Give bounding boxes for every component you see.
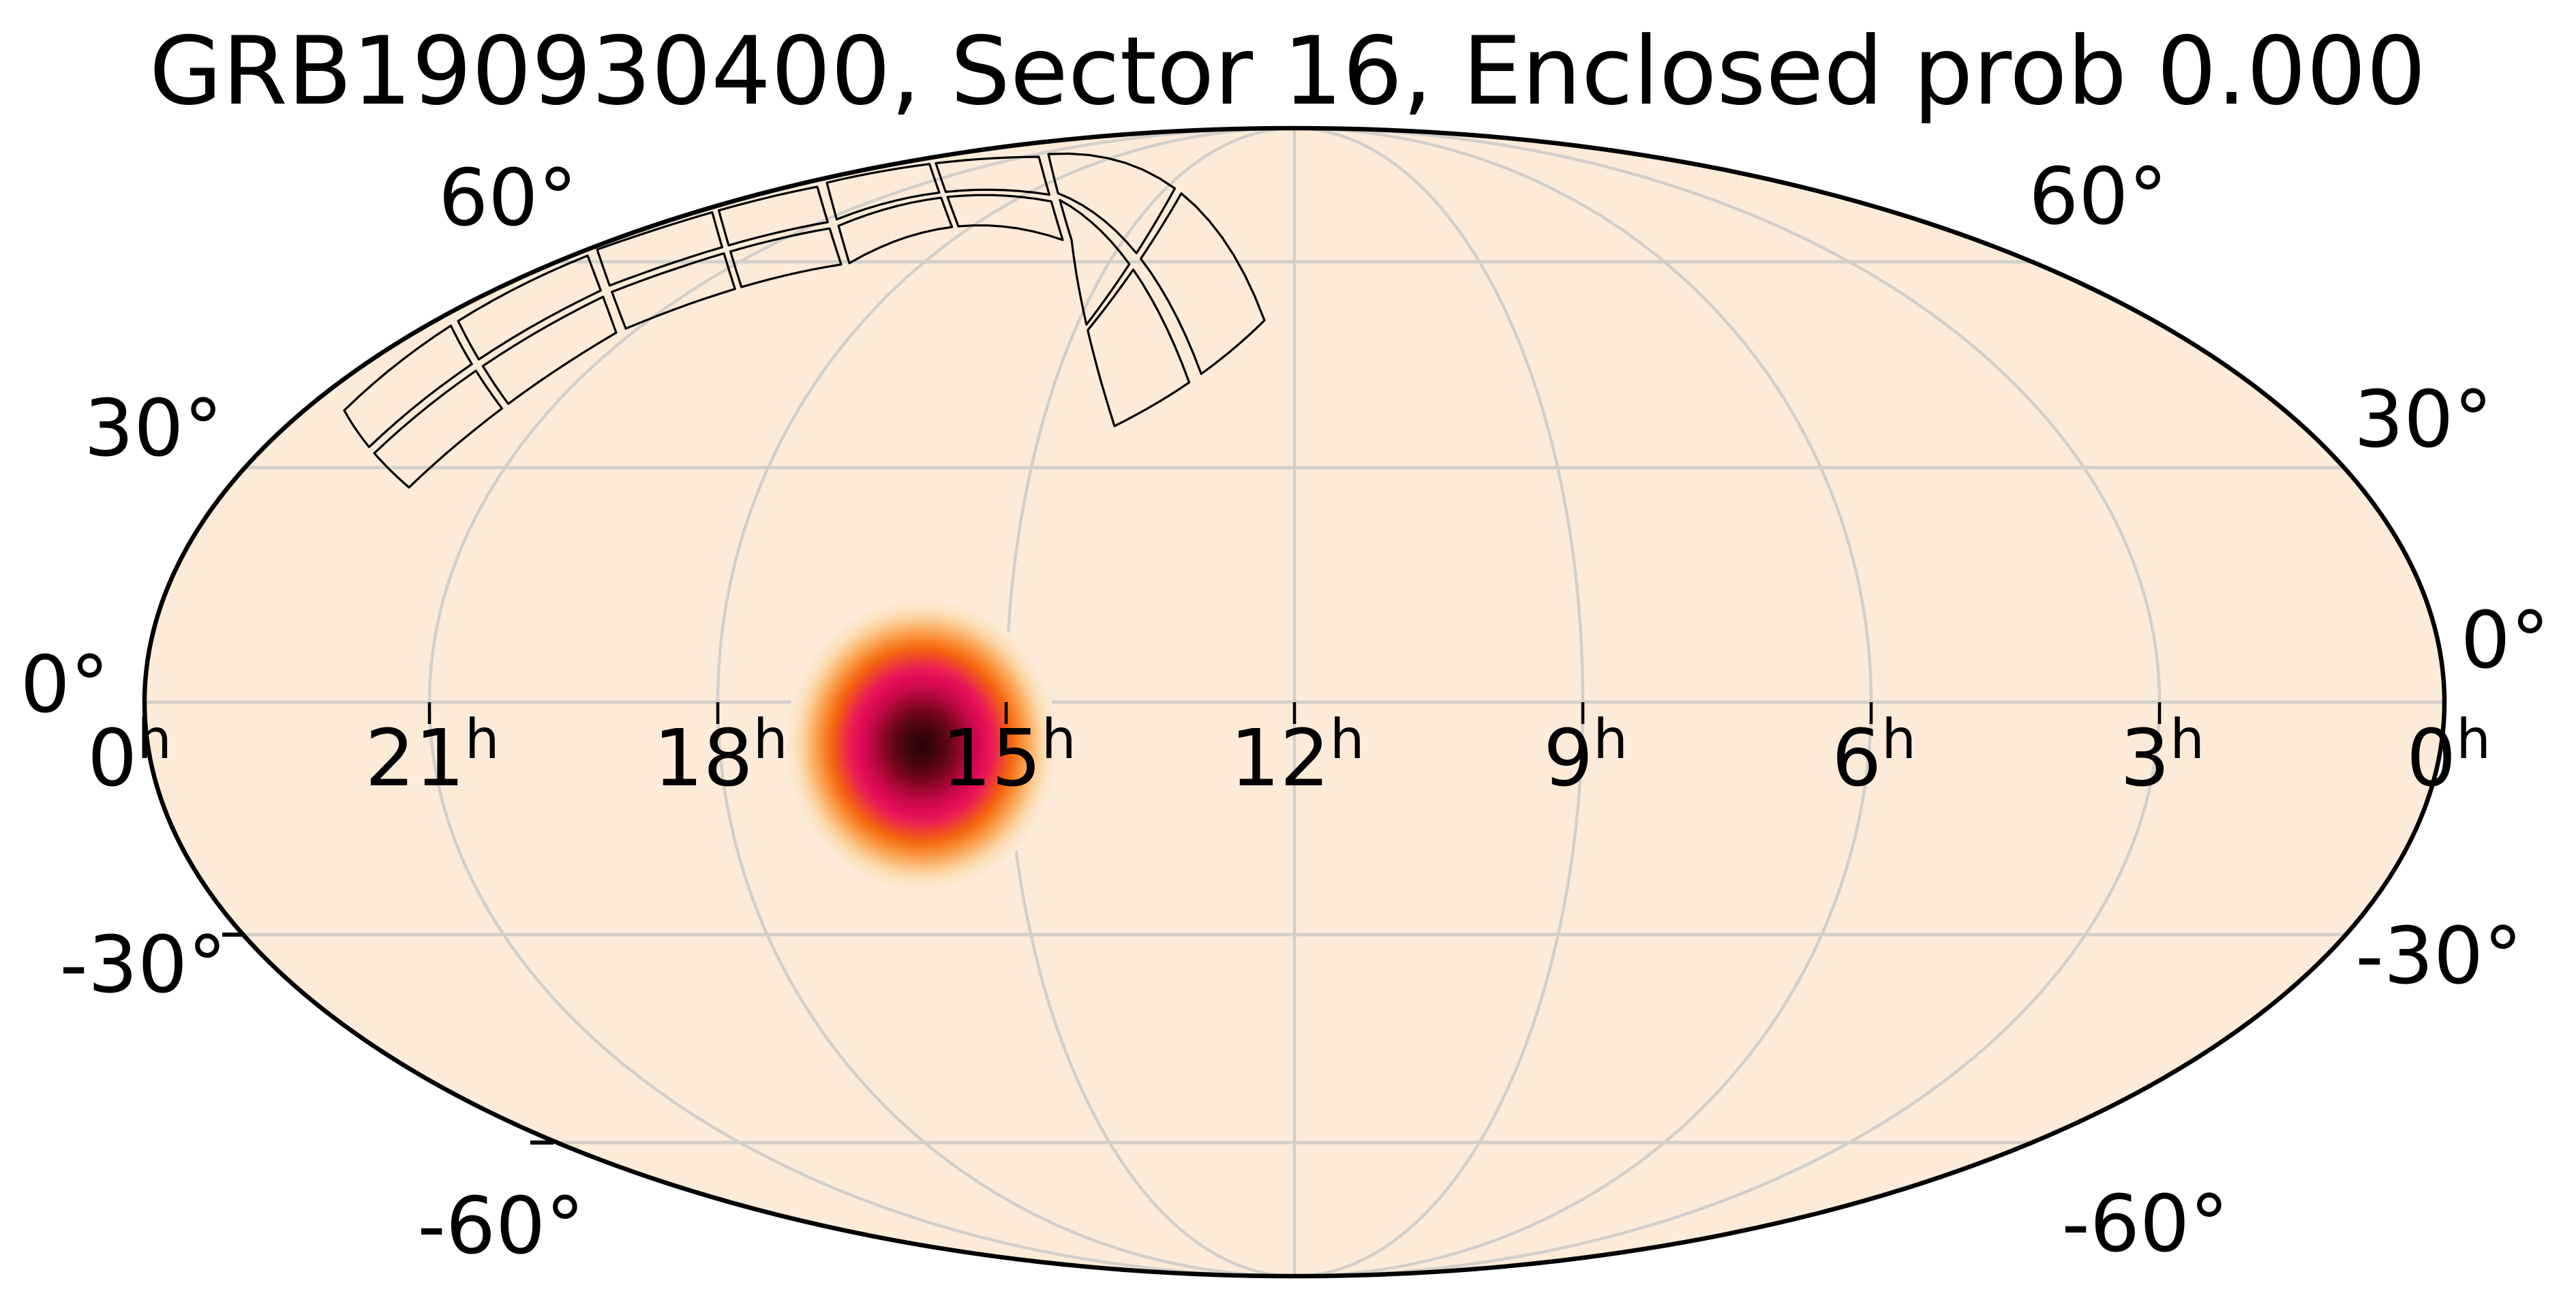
dec-label-right-4: -60° (2061, 1179, 2228, 1270)
ra-label-8: 0h (2406, 708, 2491, 804)
footprint-camera-4 (1047, 152, 1266, 427)
ccd-outline (718, 185, 829, 247)
dec-label-left-1: 30° (84, 383, 223, 474)
ccd-outline (457, 254, 602, 361)
ra-label-2: 18h (653, 708, 787, 804)
probability-blob (785, 599, 1058, 892)
ccd-outline (825, 163, 941, 221)
ra-label-4: 12h (1230, 708, 1364, 804)
footprint-camera-3 (825, 155, 1064, 264)
ccd-outline (1047, 152, 1177, 255)
dec-label-left-2: 0° (20, 639, 110, 731)
dec-label-right-0: 60° (2029, 151, 2168, 243)
ccd-outline (343, 324, 473, 449)
ccd-outline (611, 252, 736, 330)
ccd-outline (935, 155, 1050, 196)
ccd-outline (946, 194, 1064, 241)
ccd-outline (1059, 198, 1131, 326)
dec-label-left-4: -60° (417, 1181, 584, 1272)
ccd-outline (481, 295, 618, 405)
ra-label-3: 15h (941, 708, 1076, 804)
footprint-camera-2 (596, 185, 843, 330)
footprint-camera-1 (343, 254, 618, 489)
ra-label-7: 3h (2120, 708, 2204, 804)
map-boundary (142, 125, 2447, 1279)
dec-label-left-3: -30° (59, 920, 226, 1011)
ra-label-1: 21h (365, 708, 499, 804)
ccd-outline (1139, 192, 1266, 376)
ccd-outline (837, 196, 954, 264)
dec-label-right-2: 0° (2461, 595, 2550, 686)
dec-label-right-3: -30° (2355, 911, 2522, 1002)
ccd-outline (1087, 268, 1191, 427)
figure-title: GRB190930400, Sector 16, Enclosed prob 0… (149, 16, 2426, 126)
ccd-outline (729, 227, 843, 288)
ra-label-0: 0h (87, 708, 172, 804)
ccd-outline (373, 369, 503, 489)
ra-label-5: 9h (1543, 708, 1628, 804)
ra-label-6: 6h (1832, 708, 1916, 804)
dec-label-right-1: 30° (2354, 374, 2493, 466)
ccd-outline (596, 211, 723, 287)
dec-label-left-0: 60° (438, 153, 577, 244)
